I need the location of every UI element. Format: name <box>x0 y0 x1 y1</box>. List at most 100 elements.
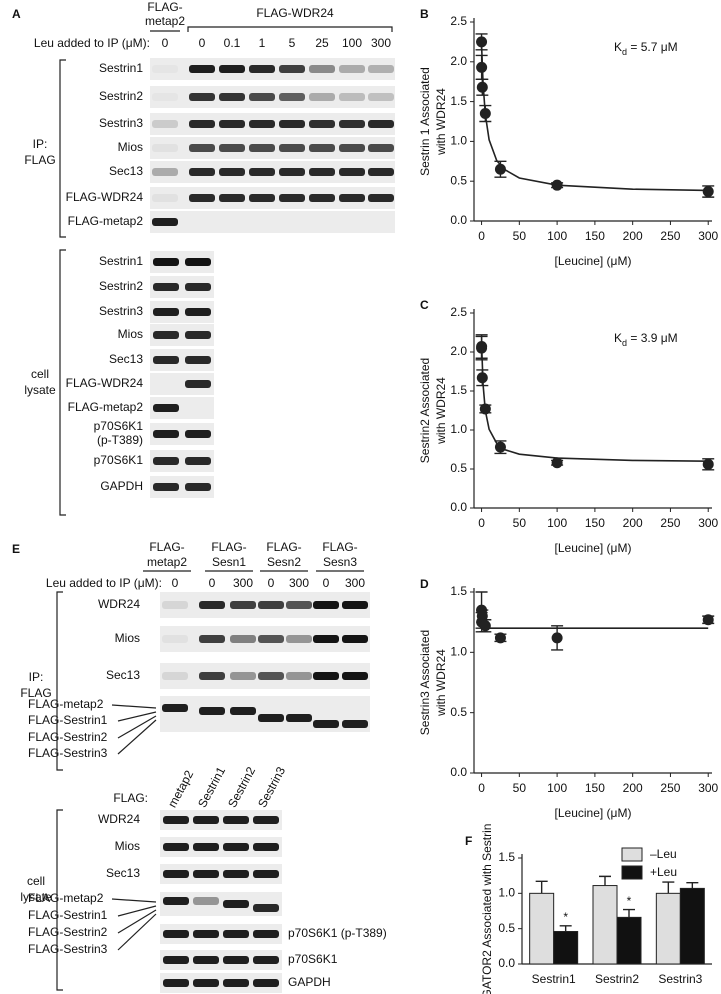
row-label: FLAG-WDR24 <box>66 190 144 204</box>
band <box>185 380 211 388</box>
point <box>476 36 488 48</box>
x-tick-label: 150 <box>585 229 605 243</box>
significance-mark: * <box>627 894 632 908</box>
panel-letter: B <box>420 7 429 21</box>
bracket <box>56 809 63 991</box>
band <box>223 930 249 938</box>
band <box>219 120 245 128</box>
band <box>339 65 365 73</box>
band <box>368 120 394 128</box>
x-tick-label: 0 <box>478 516 485 530</box>
y-tick-label: 0.0 <box>450 765 467 779</box>
x-tick-label: 100 <box>547 516 567 530</box>
x-tick-label: 150 <box>585 781 605 795</box>
lane-header: Sesn3 <box>323 555 357 569</box>
blot-strip <box>160 973 282 993</box>
blot-strip <box>150 423 214 445</box>
band <box>249 65 275 73</box>
legend-swatch <box>621 847 643 862</box>
bar <box>529 892 555 965</box>
band <box>230 707 256 715</box>
blot-strip <box>150 301 214 323</box>
panel-letter: E <box>12 542 20 556</box>
band <box>279 194 305 202</box>
band <box>163 843 189 851</box>
lane-label: 300 <box>233 576 253 590</box>
pointer-line <box>117 719 157 755</box>
x-tick-label: 250 <box>660 781 680 795</box>
band <box>193 843 219 851</box>
band <box>199 672 225 680</box>
point <box>551 632 563 644</box>
lane-label: 0 <box>199 36 206 50</box>
band <box>313 601 339 609</box>
blot-strip <box>160 810 282 830</box>
y-axis-label: with WDR24 <box>434 649 448 717</box>
lane-label: 300 <box>345 576 365 590</box>
row-label: p70S6K1 (p-T389) <box>288 926 387 940</box>
x-tick-label: 0 <box>478 229 485 243</box>
row-label: FLAG-metap2 <box>68 214 144 228</box>
x-tick-label: 150 <box>585 516 605 530</box>
x-tick-label: 250 <box>660 229 680 243</box>
band <box>185 331 211 339</box>
row-label: p70S6K1 <box>288 952 338 966</box>
lane-header: FLAG- <box>147 0 182 14</box>
flag-label: FLAG-Sestrin3 <box>28 746 108 760</box>
y-tick-label: 2.0 <box>450 344 467 358</box>
lane-label: 100 <box>342 36 362 50</box>
band <box>230 635 256 643</box>
band <box>199 635 225 643</box>
band <box>193 956 219 964</box>
y-tick-label: 1.5 <box>498 850 515 864</box>
band <box>163 930 189 938</box>
band <box>286 635 312 643</box>
flag-label: FLAG-Sestrin2 <box>28 730 108 744</box>
significance-mark: * <box>563 910 568 924</box>
blot-strip <box>150 211 395 233</box>
group-label: FLAG <box>24 153 55 167</box>
blot-strip <box>160 864 282 884</box>
y-tick-label: 0.0 <box>450 500 467 514</box>
band <box>249 93 275 101</box>
band <box>162 672 188 680</box>
lane-label: 25 <box>315 36 329 50</box>
band <box>153 457 179 465</box>
band <box>193 897 219 905</box>
point <box>494 441 506 453</box>
blot-strip <box>160 837 282 857</box>
band <box>309 194 335 202</box>
band <box>189 144 215 152</box>
band <box>152 168 178 176</box>
band <box>163 816 189 824</box>
y-tick-label: 0.5 <box>450 173 467 187</box>
panel-letter: C <box>420 298 429 312</box>
band <box>163 979 189 987</box>
pointer-line <box>117 715 157 739</box>
band <box>368 144 394 152</box>
group-label: cell <box>31 367 49 381</box>
row-label: WDR24 <box>98 597 140 611</box>
row-label: Sestrin1 <box>99 61 143 75</box>
band <box>153 283 179 291</box>
y-tick-label: 2.0 <box>450 54 467 68</box>
lane-label: metap2 <box>165 768 196 810</box>
band <box>249 120 275 128</box>
point <box>551 179 563 191</box>
lane-header: FLAG-WDR24 <box>256 6 334 20</box>
band <box>368 65 394 73</box>
band <box>189 120 215 128</box>
pointer-line <box>111 704 157 709</box>
fit-line <box>480 344 709 462</box>
band <box>342 601 368 609</box>
band <box>249 168 275 176</box>
x-tick-label: 0 <box>478 781 485 795</box>
header-bracket <box>187 26 393 32</box>
lane-header: FLAG- <box>211 540 246 554</box>
point <box>476 341 488 353</box>
y-axis-label: GATOR2 Associated with Sestrin <box>480 824 494 994</box>
x-axis-label: [Leucine] (μM) <box>555 254 632 268</box>
row-label: Sec13 <box>109 164 143 178</box>
band <box>219 168 245 176</box>
y-tick-label: 0.5 <box>498 921 515 935</box>
